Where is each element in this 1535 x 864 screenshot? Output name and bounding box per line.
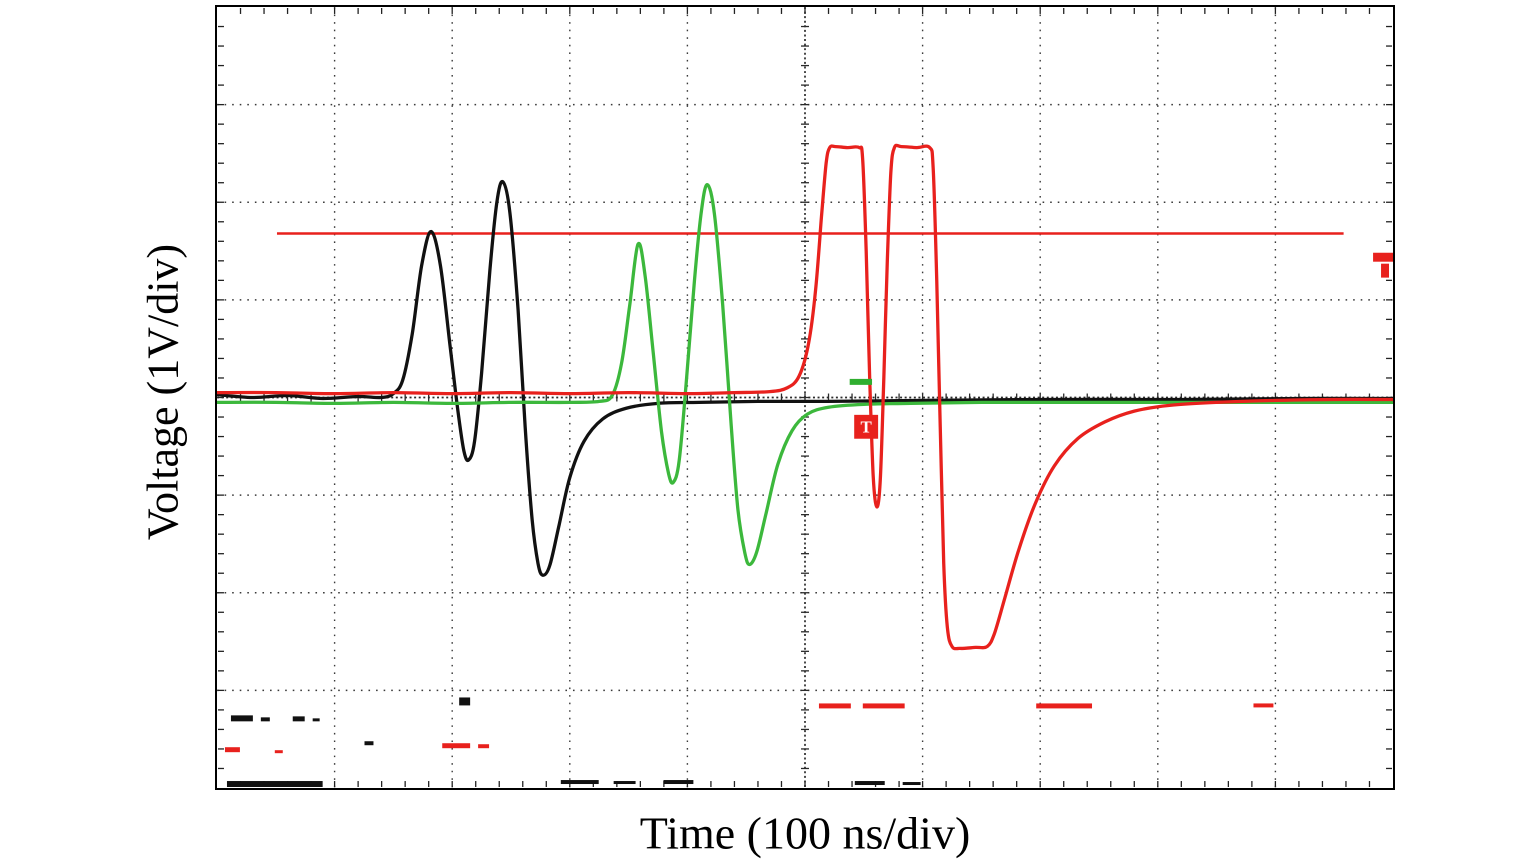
scope-canvas: T [217, 7, 1393, 788]
svg-text:T: T [861, 418, 873, 437]
x-axis-label: Time (100 ns/div) [639, 807, 971, 859]
plot-area: T [215, 5, 1395, 790]
y-axis-label: Voltage (1V/div) [138, 243, 188, 541]
